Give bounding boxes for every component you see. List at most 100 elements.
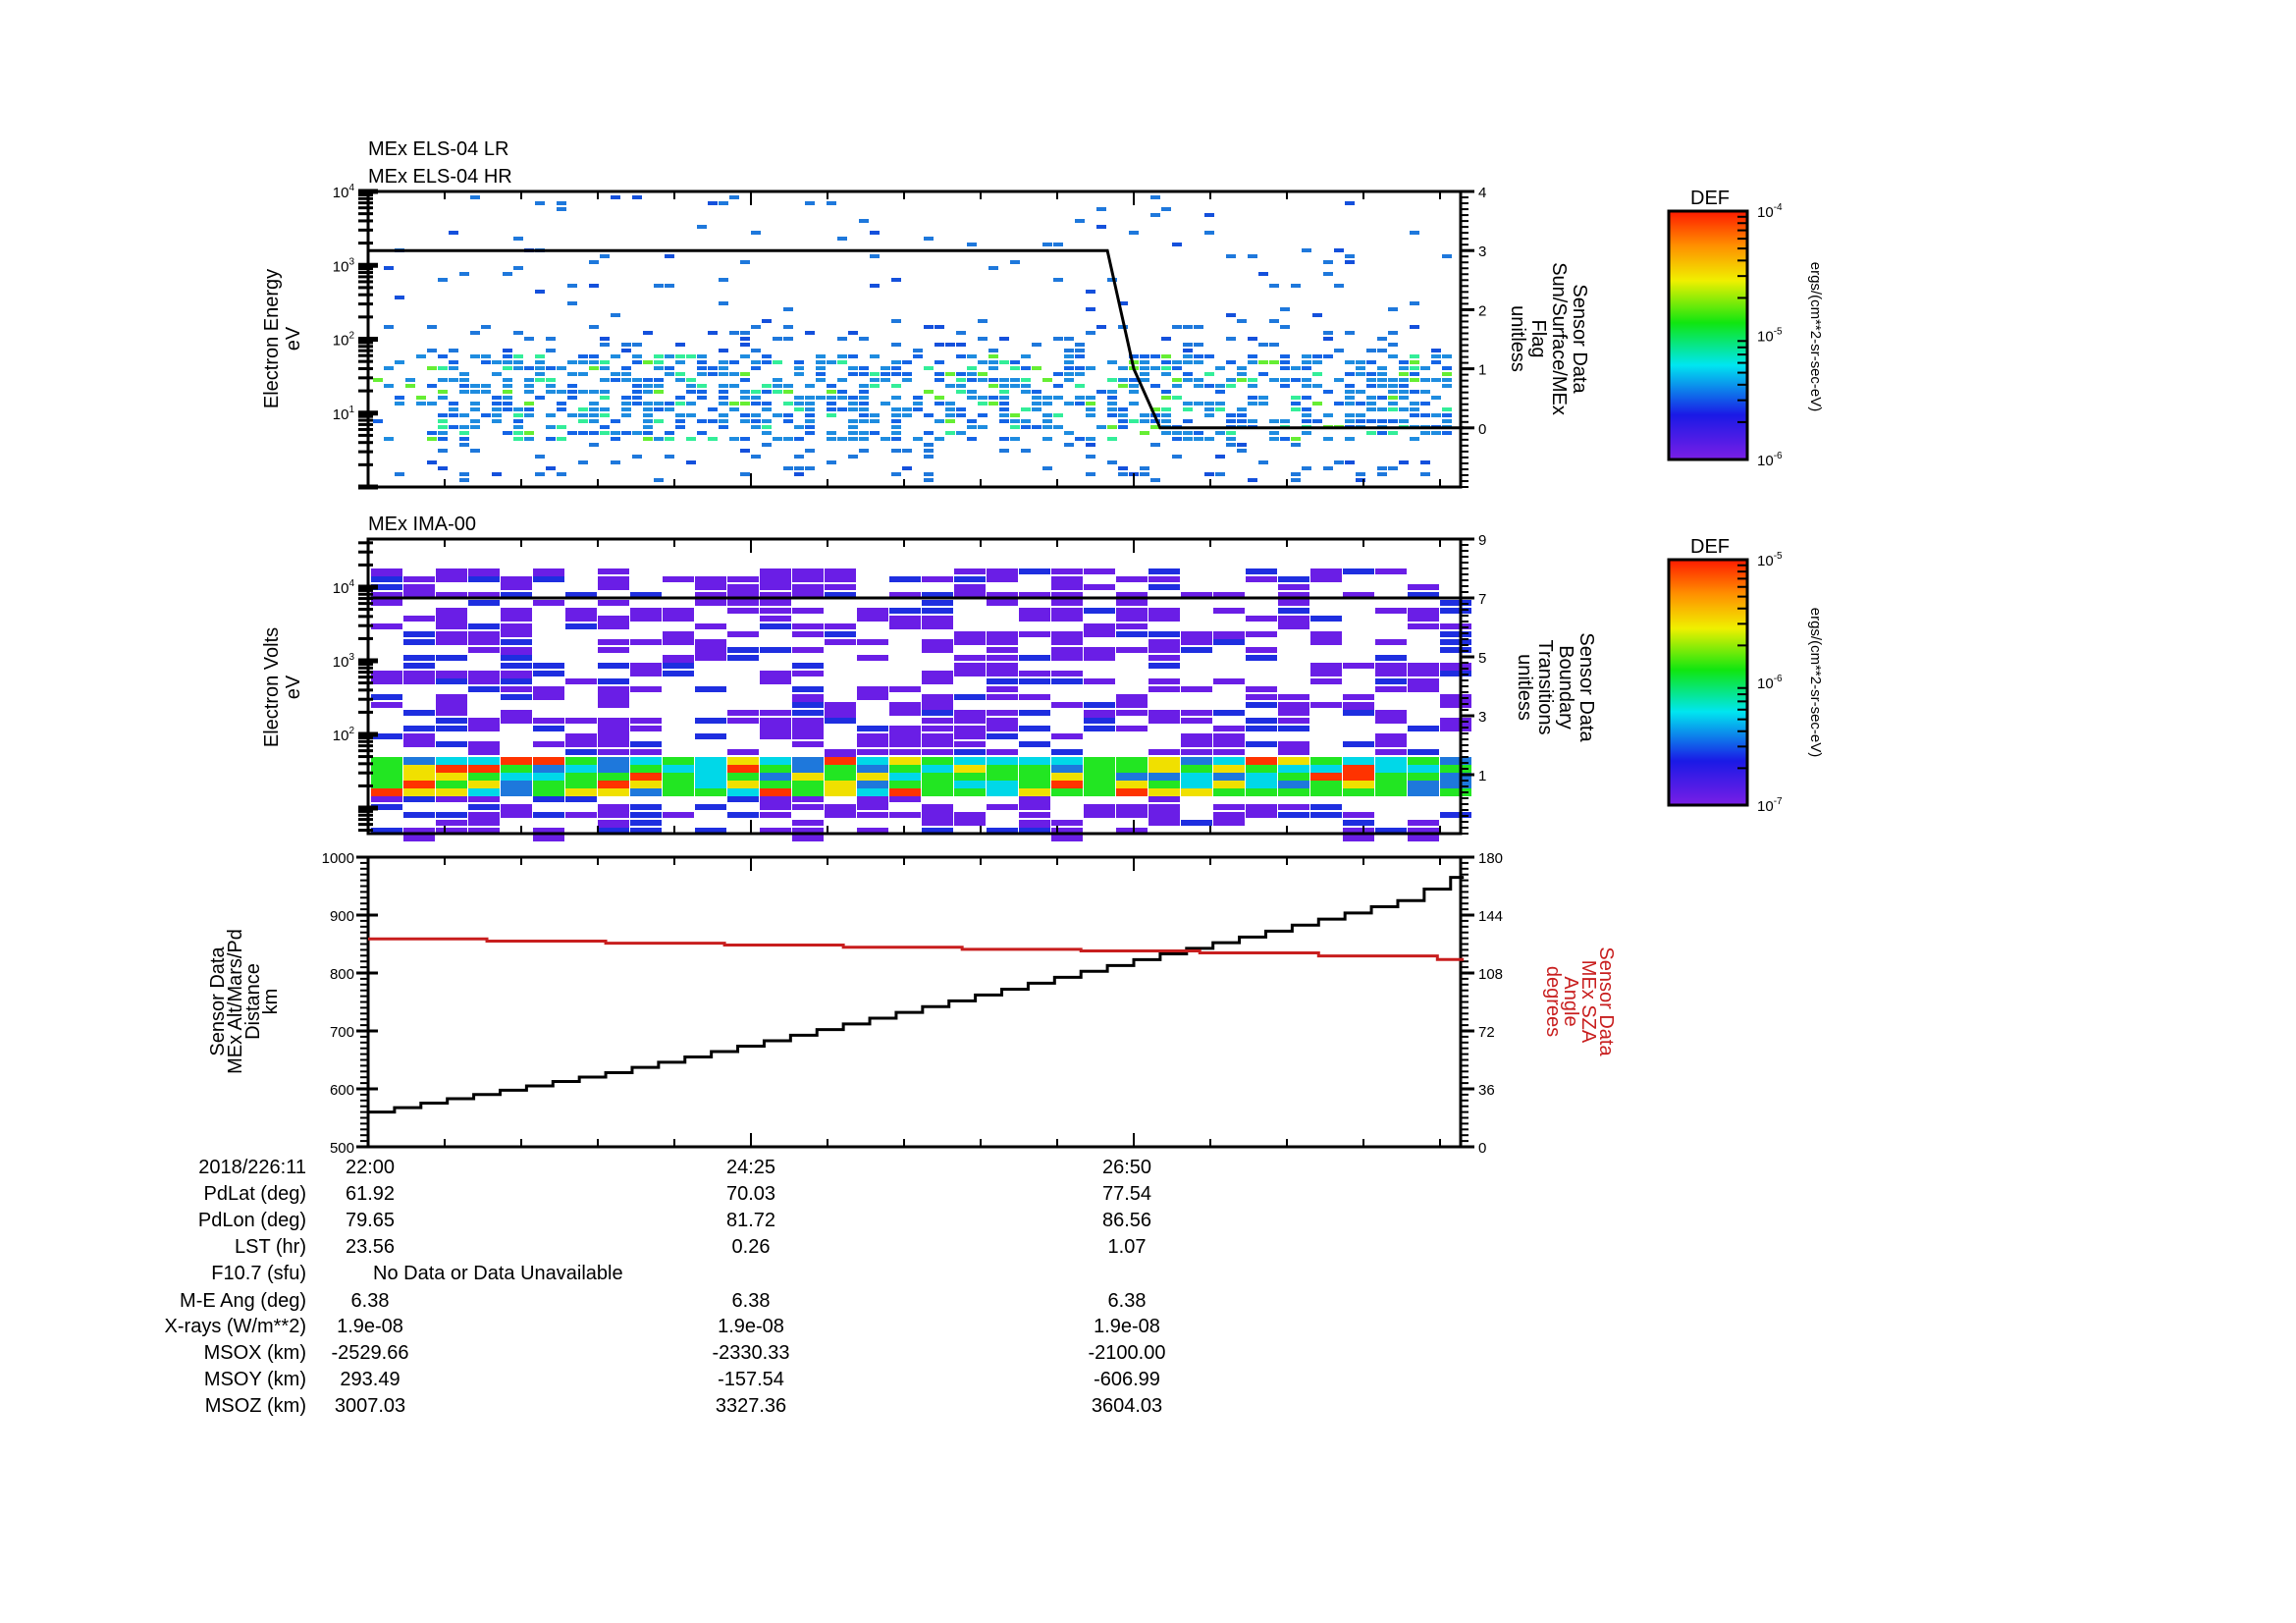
spectrogram-cell [825,765,856,773]
spectrogram-cell [751,349,761,352]
spectrogram-cell [546,466,556,470]
spectrogram-cell [922,726,953,731]
spectrogram-cell [632,402,642,406]
spectrogram-cell [719,413,728,417]
spectrogram-cell [954,576,986,582]
spectrogram-cell [1410,360,1419,364]
spectrogram-cell [1183,360,1193,364]
spectrogram-cell [1408,820,1439,826]
spectrogram-cell [967,354,977,358]
spectrogram-cell [978,378,988,382]
spectrogram-cell [1051,788,1083,796]
spectrogram-cell [470,331,480,335]
spectrogram-cell [459,425,469,429]
spectrogram-cell [1086,402,1095,406]
spectrogram-cell [987,647,1018,653]
spectrogram-cell [665,372,674,376]
ephemeris-value: 3327.36 [716,1395,786,1417]
spectrogram-cell [934,325,944,329]
spectrogram-cell [956,378,966,382]
spectrogram-cell [492,372,502,376]
spectrogram-cell [1032,366,1041,370]
spectrogram-cell [1204,372,1214,376]
spectrogram-cell [1377,366,1387,370]
spectrogram-cell [1246,686,1277,692]
spectrogram-cell [654,407,664,411]
spectrogram-cell [436,757,467,765]
spectrogram-cell [468,631,500,645]
spectrogram-cell [1408,749,1439,755]
spectrogram-cell [1278,765,1309,773]
spectrogram-cell [922,733,953,747]
spectrogram-cell [1280,384,1290,388]
spectrogram-cell [870,378,880,382]
spectrogram-cell [589,260,599,264]
spectrogram-cell [1280,354,1290,358]
spectrogram-cell [663,773,694,781]
spectrogram-cell [438,378,448,382]
spectrogram-cell [978,372,988,376]
spectrogram-cell [945,343,955,347]
spectrogram-cell [1084,718,1115,724]
spectrogram-cell [1388,378,1398,382]
altitude-line [368,876,1465,1114]
spectrogram-cell [891,319,901,323]
spectrogram-cell [760,812,791,818]
panel1-title-hr: MEx ELS-04 HR [368,166,512,188]
spectrogram-cell [1442,354,1452,358]
spectrogram-cell [1116,757,1148,765]
spectrogram-cell [1246,804,1277,818]
spectrogram-cell [1086,307,1095,311]
spectrogram-cell [438,354,448,358]
spectrogram-cell [567,413,577,417]
spectrogram-cell [600,378,610,382]
spectrogram-cell [1246,765,1277,773]
spectrogram-cell [1226,437,1236,441]
spectrogram-cell [1215,384,1225,388]
spectrogram-cell [1181,781,1212,788]
spectrogram-cell [1096,207,1106,211]
spectrogram-cell [751,325,761,329]
spectrogram-cell [611,460,620,464]
spectrogram-cell [792,733,824,739]
spectrogram-cell [546,390,556,394]
spectrogram-cell [719,201,728,205]
spectrogram-cell [1075,219,1085,223]
spectrogram-cell [954,710,986,724]
spectrogram-cell [501,631,532,637]
spectrogram-cell [438,419,448,423]
spectrogram-cell [598,741,629,747]
spectrogram-cell [1019,726,1050,731]
spectrogram-cell [924,455,934,459]
spectrogram-cell [922,718,953,724]
spectrogram-cell [621,413,631,417]
spectrogram-cell [1310,765,1342,773]
spectrogram-cell [1408,765,1439,773]
spectrogram-cell [825,757,856,765]
spectrogram-cell [889,773,921,781]
spectrogram-cell [557,402,566,406]
spectrogram-cell [459,372,469,376]
spectrogram-cell [438,278,448,282]
spectrogram-cell [535,472,545,476]
spectrogram-cell [403,576,435,582]
spectrogram-cell [1183,354,1193,358]
spectrogram-cell [1377,384,1387,388]
spectrogram-cell [956,390,966,394]
ephemeris-row-label: F10.7 (sfu) [211,1263,306,1284]
spectrogram-cell [1010,378,1020,382]
spectrogram-cell [501,710,532,724]
spectrogram-cell [438,396,448,400]
spectrogram-cell [1375,663,1407,676]
spectrogram-cell [427,437,437,441]
spectrogram-cell [459,390,469,394]
spectrogram-cell [837,237,847,241]
spectrogram-cell [1248,354,1257,358]
spectrogram-cell [565,592,597,598]
spectrogram-cell [371,733,402,739]
spectrogram-cell [827,396,836,400]
spectrogram-cell [1280,307,1290,311]
spectrogram-cell [1312,313,1322,317]
spectrogram-cell [663,757,694,765]
spectrogram-cell [1431,354,1441,358]
